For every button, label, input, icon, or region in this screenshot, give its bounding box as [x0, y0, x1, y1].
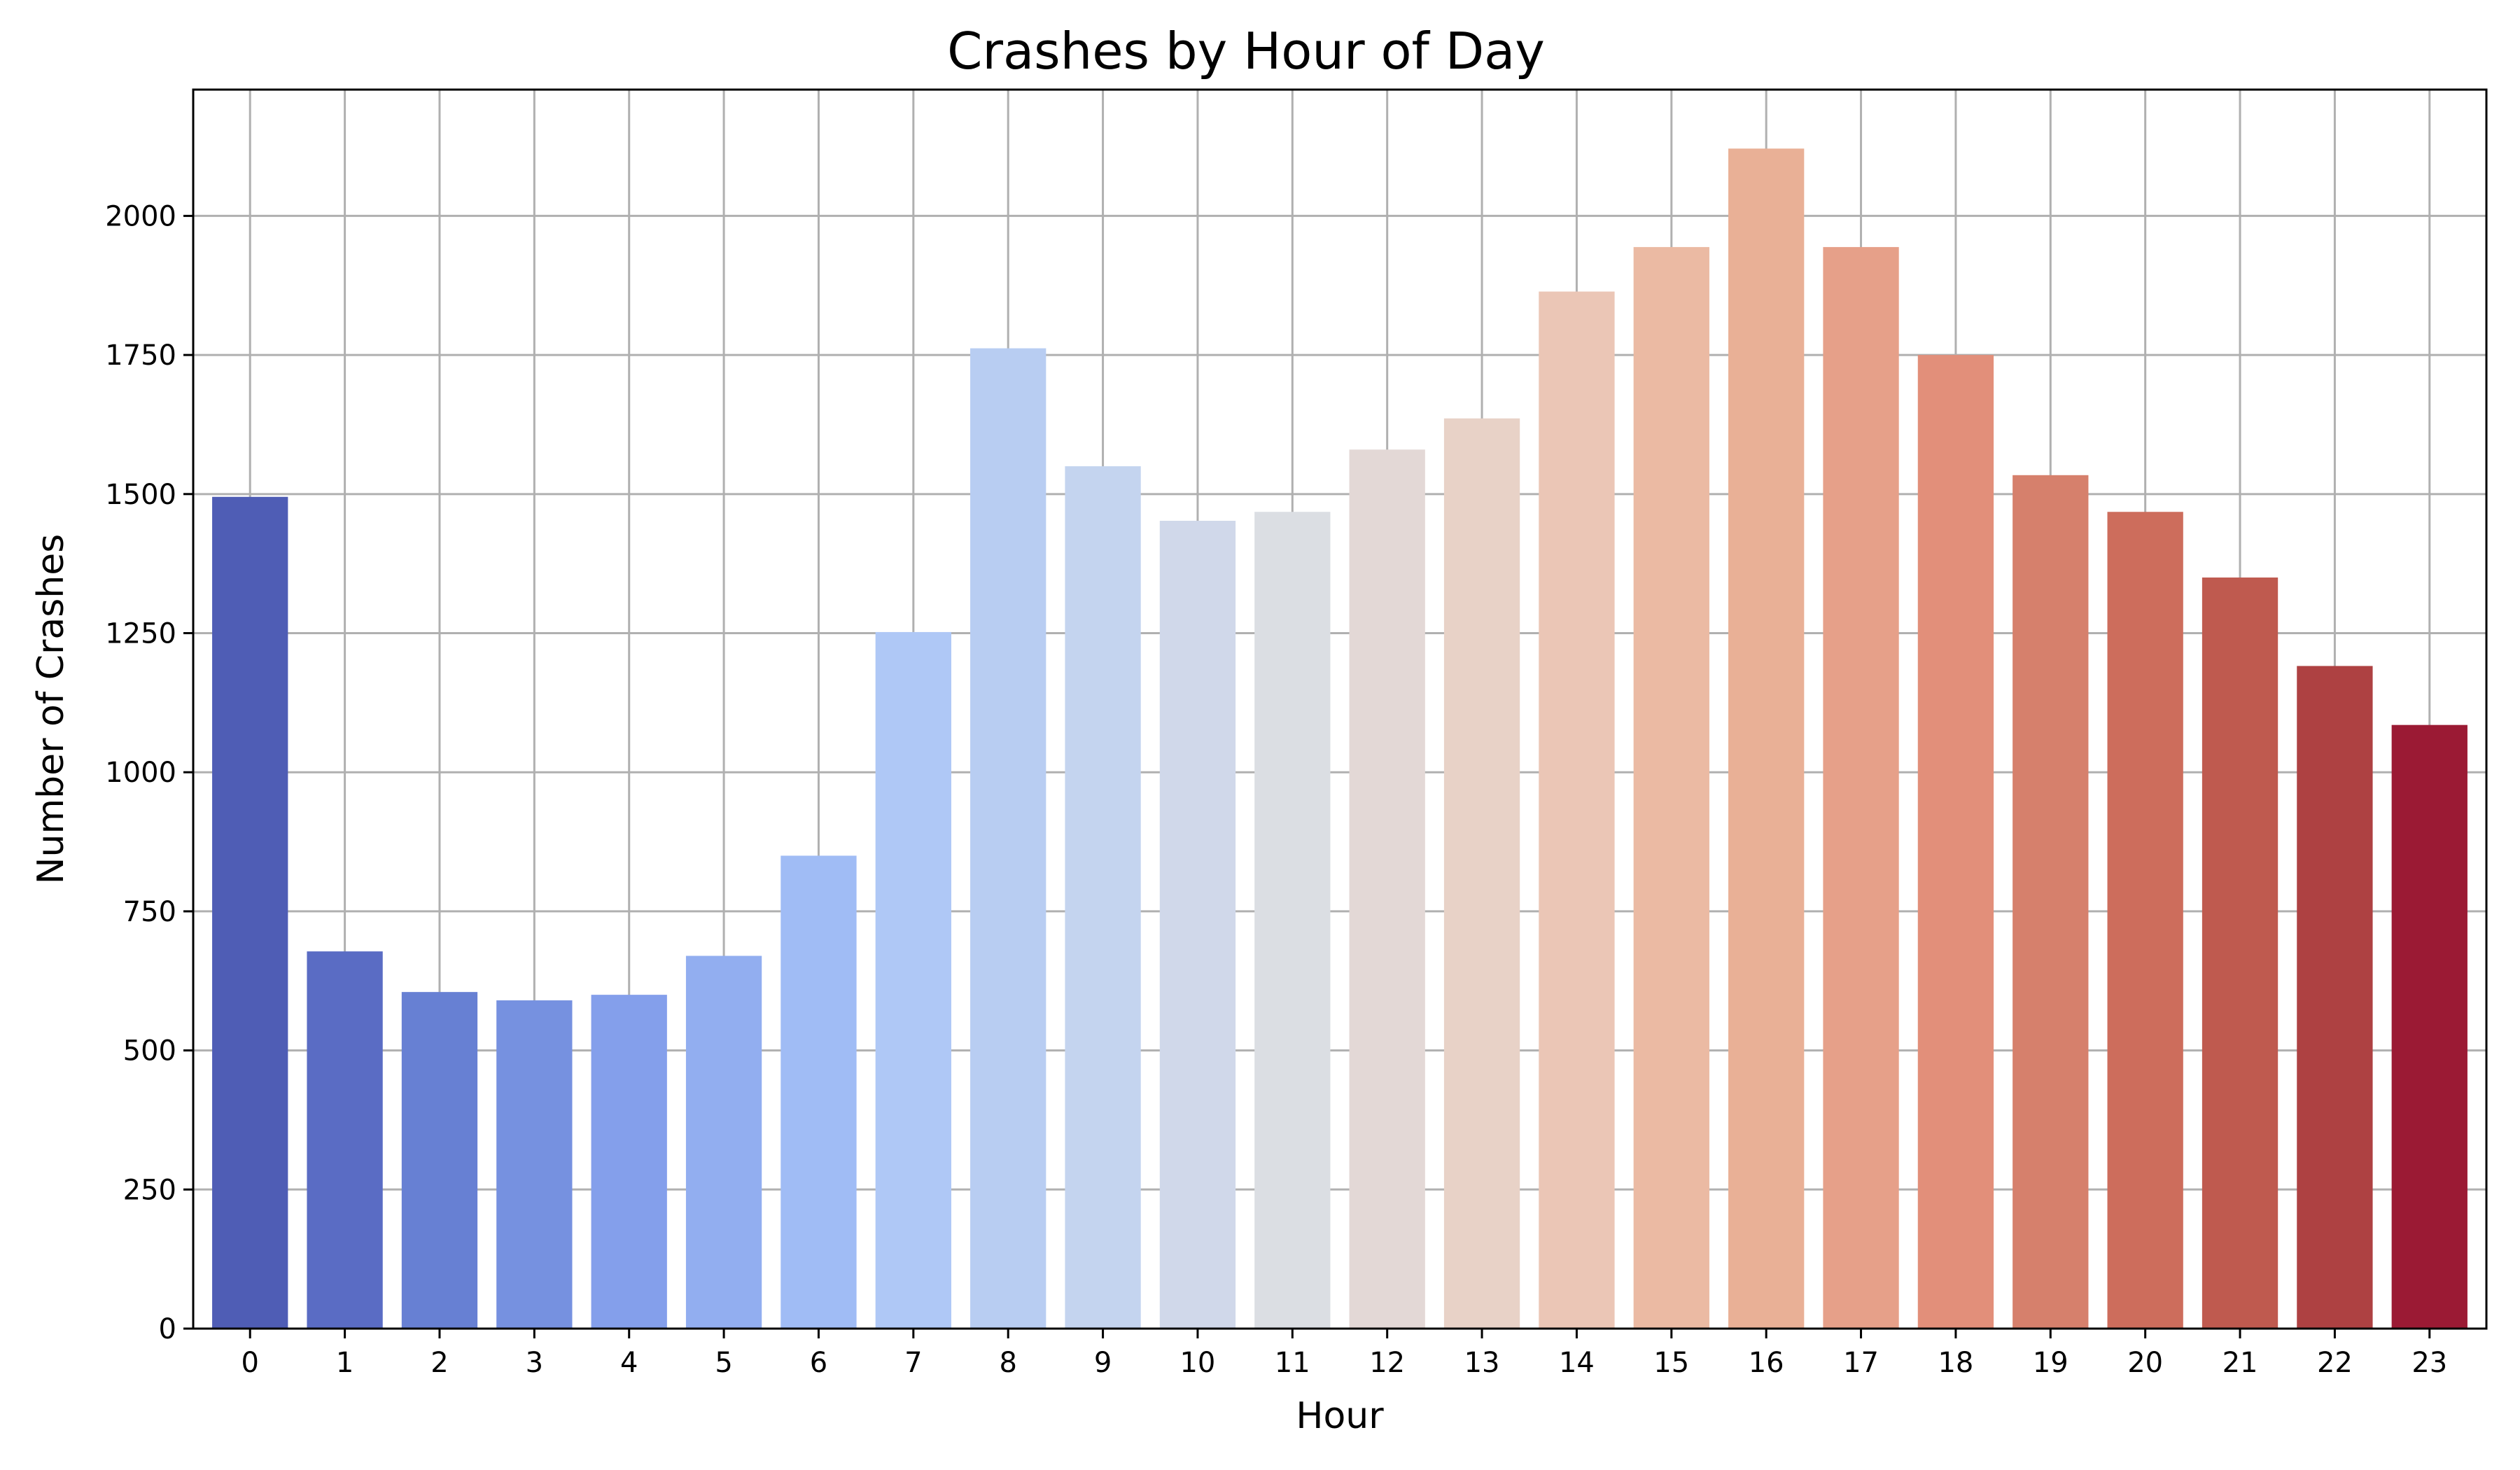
- bar-hour-19: [2012, 475, 2089, 1329]
- y-tick-label: 1500: [105, 479, 176, 511]
- x-tick-label: 6: [810, 1347, 827, 1379]
- x-tick-label: 10: [1180, 1347, 1215, 1379]
- bar-hour-5: [685, 955, 762, 1329]
- y-axis-label: Number of Crashes: [30, 534, 72, 885]
- y-tick-label: 1750: [105, 340, 176, 372]
- y-tick-label: 0: [159, 1313, 176, 1345]
- chart-title: Crashes by Hour of Day: [947, 22, 1545, 80]
- y-tick-label: 250: [123, 1174, 176, 1206]
- bar-hour-1: [307, 951, 383, 1329]
- bar-hour-14: [1539, 291, 1615, 1329]
- bar-hour-8: [970, 348, 1046, 1329]
- y-tick-label: 1000: [105, 757, 176, 789]
- bar-hour-23: [2391, 724, 2468, 1329]
- x-tick-label: 1: [336, 1347, 354, 1379]
- x-tick-label: 9: [1094, 1347, 1112, 1379]
- bar-hour-4: [591, 995, 667, 1329]
- bar-hour-21: [2202, 578, 2278, 1329]
- x-tick-label: 4: [620, 1347, 638, 1379]
- bar-hour-17: [1823, 246, 1899, 1329]
- y-tick-label: 1250: [105, 618, 176, 650]
- x-tick-label: 7: [904, 1347, 922, 1379]
- bar-hour-13: [1443, 418, 1520, 1329]
- bar-hour-9: [1065, 466, 1141, 1329]
- x-tick-label: 3: [526, 1347, 543, 1379]
- x-tick-label: 2: [430, 1347, 448, 1379]
- bars: [212, 148, 2468, 1329]
- bar-hour-20: [2107, 512, 2183, 1329]
- y-axis-ticks: 0 250 500 750 1000 1250 1500 1750 2000: [105, 200, 193, 1345]
- bar-hour-16: [1728, 148, 1805, 1329]
- bar-hour-18: [1917, 355, 1994, 1329]
- bar-hour-15: [1633, 246, 1709, 1329]
- bar-hour-10: [1159, 520, 1236, 1329]
- x-tick-label: 18: [1938, 1347, 1973, 1379]
- x-tick-label: 11: [1275, 1347, 1310, 1379]
- bar-hour-6: [780, 855, 857, 1329]
- bar-hour-11: [1254, 512, 1331, 1329]
- x-tick-label: 15: [1653, 1347, 1689, 1379]
- x-tick-label: 14: [1559, 1347, 1595, 1379]
- x-axis-ticks: 0 1 2 3 4 5 6 7 8 9 10 11 12 13 14 15 16 17 18 19 20 21 22 23: [241, 1329, 2447, 1379]
- x-axis-label: Hour: [1296, 1395, 1384, 1437]
- bar-hour-7: [875, 631, 951, 1329]
- x-tick-label: 13: [1464, 1347, 1500, 1379]
- y-tick-label: 500: [123, 1035, 176, 1068]
- x-tick-label: 22: [2317, 1347, 2353, 1379]
- y-tick-label: 750: [123, 896, 176, 928]
- bar-hour-3: [496, 1000, 573, 1329]
- x-tick-label: 20: [2127, 1347, 2163, 1379]
- x-tick-label: 17: [1843, 1347, 1879, 1379]
- x-tick-label: 23: [2412, 1347, 2447, 1379]
- y-tick-label: 2000: [105, 200, 176, 232]
- x-tick-label: 5: [715, 1347, 732, 1379]
- bar-hour-0: [212, 496, 288, 1329]
- bar-hour-2: [401, 992, 478, 1329]
- x-tick-label: 0: [241, 1347, 258, 1379]
- bar-hour-12: [1349, 449, 1425, 1329]
- bar-hour-22: [2297, 666, 2373, 1329]
- x-tick-label: 12: [1369, 1347, 1405, 1379]
- x-tick-label: 16: [1749, 1347, 1784, 1379]
- plot-frame: [192, 88, 2488, 1330]
- x-tick-label: 8: [999, 1347, 1016, 1379]
- x-tick-label: 19: [2033, 1347, 2068, 1379]
- x-tick-label: 21: [2222, 1347, 2258, 1379]
